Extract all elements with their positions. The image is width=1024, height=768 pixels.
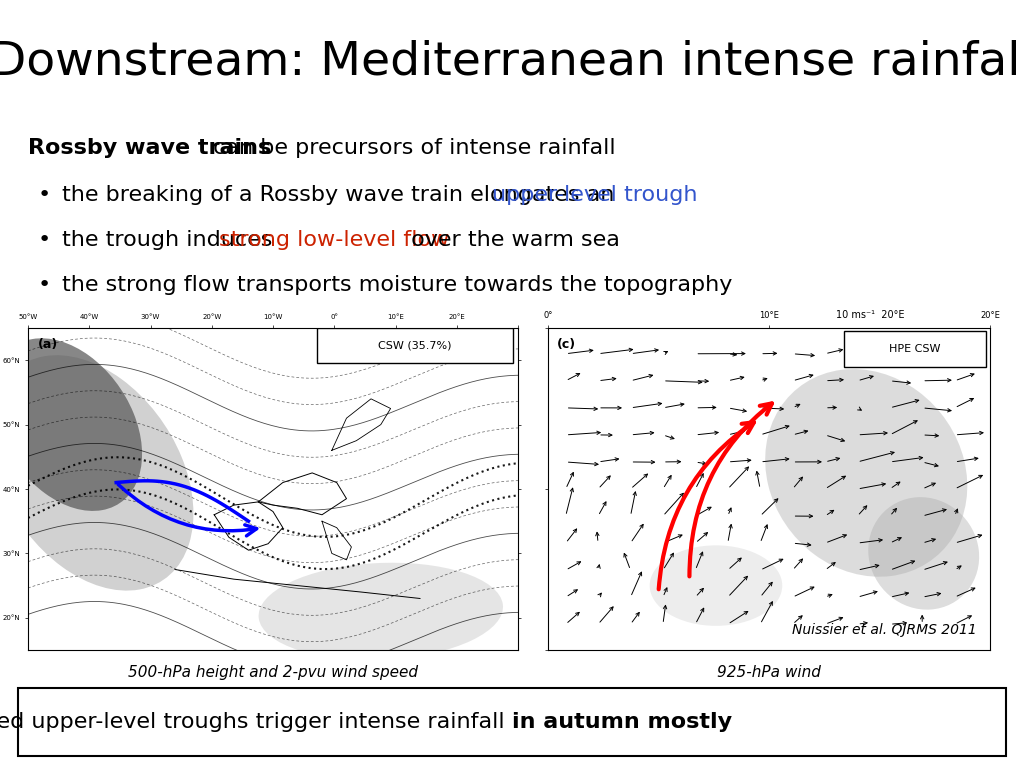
- Ellipse shape: [259, 563, 503, 660]
- Text: Elongated upper-level troughs trigger intense rainfall: Elongated upper-level troughs trigger in…: [0, 712, 512, 732]
- Text: HPE CSW: HPE CSW: [889, 344, 941, 354]
- FancyBboxPatch shape: [18, 688, 1006, 756]
- Text: CSW (35.7%): CSW (35.7%): [378, 341, 452, 351]
- Text: 925-hPa wind: 925-hPa wind: [717, 665, 821, 680]
- Text: •: •: [38, 185, 51, 205]
- Text: (a): (a): [38, 338, 58, 351]
- Text: the breaking of a Rossby wave train elongates an: the breaking of a Rossby wave train elon…: [62, 185, 622, 205]
- Text: Downstream: Mediterranean intense rainfall: Downstream: Mediterranean intense rainfa…: [0, 39, 1024, 84]
- Text: Rossby wave trains: Rossby wave trains: [28, 138, 271, 158]
- Text: •: •: [38, 230, 51, 250]
- Ellipse shape: [868, 497, 979, 610]
- Ellipse shape: [765, 369, 968, 577]
- Text: the trough induces: the trough induces: [62, 230, 280, 250]
- Text: •: •: [38, 275, 51, 295]
- Text: upper-level trough: upper-level trough: [492, 185, 697, 205]
- FancyBboxPatch shape: [844, 331, 985, 366]
- Ellipse shape: [0, 338, 142, 511]
- Text: over the warm sea: over the warm sea: [404, 230, 620, 250]
- Text: (c): (c): [557, 338, 575, 351]
- Ellipse shape: [649, 545, 782, 626]
- Text: Nuissier et al. QJRMS 2011: Nuissier et al. QJRMS 2011: [792, 623, 977, 637]
- FancyBboxPatch shape: [317, 328, 513, 363]
- Text: 10 ms⁻¹  20°E: 10 ms⁻¹ 20°E: [836, 310, 904, 320]
- Ellipse shape: [0, 355, 194, 591]
- Text: strong low-level flow: strong low-level flow: [219, 230, 450, 250]
- Text: can be precursors of intense rainfall: can be precursors of intense rainfall: [206, 138, 615, 158]
- Text: the strong flow transports moisture towards the topography: the strong flow transports moisture towa…: [62, 275, 732, 295]
- Text: 500-hPa height and 2-pvu wind speed: 500-hPa height and 2-pvu wind speed: [128, 665, 418, 680]
- Text: in autumn mostly: in autumn mostly: [512, 712, 732, 732]
